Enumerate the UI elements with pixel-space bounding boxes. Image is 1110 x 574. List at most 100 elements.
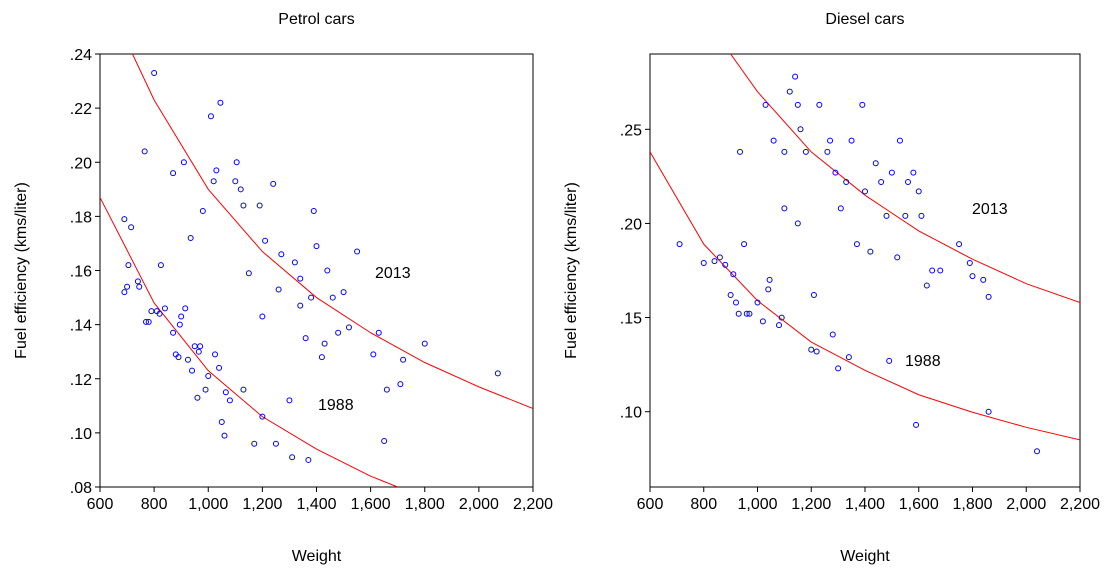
data-point (176, 321, 183, 328)
data-point (329, 294, 336, 301)
data-point (676, 241, 683, 248)
data-point (345, 324, 352, 331)
data-point (136, 283, 143, 290)
plot-frame (99, 53, 534, 488)
data-point (161, 305, 168, 312)
data-point (896, 137, 903, 144)
data-point (722, 261, 729, 268)
data-point (124, 283, 131, 290)
x-tick-label: 600 (637, 496, 664, 513)
data-point (733, 299, 739, 306)
data-point (853, 241, 860, 248)
data-point (727, 291, 734, 298)
data-point (867, 248, 874, 255)
data-point (781, 148, 788, 155)
data-point (400, 356, 407, 363)
data-point (205, 373, 212, 380)
x-axis-label: Weight (292, 548, 342, 565)
data-point (808, 346, 815, 353)
data-point (375, 329, 382, 336)
data-point (730, 271, 737, 278)
data-point (910, 169, 917, 176)
data-point (716, 254, 723, 261)
data-point (237, 186, 244, 193)
data-point (210, 178, 217, 185)
data-point (240, 386, 247, 393)
data-point (741, 241, 748, 248)
data-point (845, 354, 852, 361)
data-point (151, 69, 158, 76)
y-tick-label: .18 (70, 209, 92, 226)
data-point (313, 243, 320, 250)
annotation: 2013 (972, 201, 1008, 218)
y-tick-label: .10 (620, 405, 642, 422)
data-point (759, 318, 766, 325)
data-point (929, 267, 936, 274)
data-point (888, 169, 895, 176)
y-tick-label: .14 (70, 318, 92, 335)
data-point (222, 389, 229, 396)
data-point (746, 310, 753, 317)
data-point (134, 278, 141, 285)
annotation: 1988 (318, 397, 354, 414)
data-point (956, 241, 963, 248)
y-tick-label: .24 (70, 47, 92, 64)
data-point (794, 220, 801, 227)
data-point (189, 367, 196, 374)
data-point (802, 148, 809, 155)
data-point (207, 113, 214, 120)
data-point (980, 276, 987, 283)
data-point (216, 364, 223, 371)
panel-title: Petrol cars (278, 11, 354, 28)
y-axis-label: Fuel efficiency (kms/liter) (563, 182, 580, 359)
data-point (275, 286, 282, 293)
data-point (170, 329, 177, 336)
data-point (827, 137, 834, 144)
fit-curve (650, 151, 1080, 441)
data-point (240, 202, 247, 209)
annotation: 1988 (905, 353, 941, 370)
x-tick-label: 1,800 (405, 496, 445, 513)
data-point (778, 314, 785, 321)
data-point (233, 159, 240, 166)
x-tick-label: 2,000 (1006, 496, 1046, 513)
data-point (421, 340, 428, 347)
x-axis-label: Weight (840, 548, 890, 565)
y-tick-label: .25 (620, 122, 642, 139)
data-point (905, 179, 911, 186)
x-tick-label: 2,200 (513, 496, 553, 513)
y-tick-label: .22 (70, 101, 92, 118)
data-point (121, 289, 128, 296)
y-axis-label: Fuel efficiency (kms/liter) (13, 182, 30, 359)
x-tick-label: 1,200 (242, 496, 282, 513)
data-point (937, 267, 944, 274)
data-point (199, 207, 206, 214)
x-tick-label: 2,200 (1060, 496, 1100, 513)
y-tick-label: .20 (620, 216, 642, 233)
data-point (776, 322, 782, 329)
data-point (212, 351, 219, 358)
panel-title: Diesel cars (825, 11, 904, 28)
data-point (966, 259, 973, 266)
y-tick-label: .08 (70, 480, 92, 497)
data-point (218, 419, 225, 426)
data-point (178, 313, 185, 320)
y-tick-label: .12 (70, 372, 92, 389)
data-point (321, 340, 328, 347)
data-point (143, 318, 150, 325)
data-point (915, 188, 922, 195)
data-point (969, 273, 976, 280)
data-point (175, 354, 182, 361)
data-point (832, 169, 839, 176)
data-point (259, 313, 266, 320)
data-point (121, 216, 128, 223)
data-point (781, 205, 788, 212)
data-point (754, 299, 761, 306)
x-tick-label: 1,600 (899, 496, 939, 513)
data-point (737, 148, 744, 155)
data-point (197, 343, 204, 350)
data-point (835, 365, 842, 372)
plot-frame (649, 53, 1081, 488)
x-tick-label: 1,000 (737, 496, 777, 513)
data-point (711, 258, 718, 265)
